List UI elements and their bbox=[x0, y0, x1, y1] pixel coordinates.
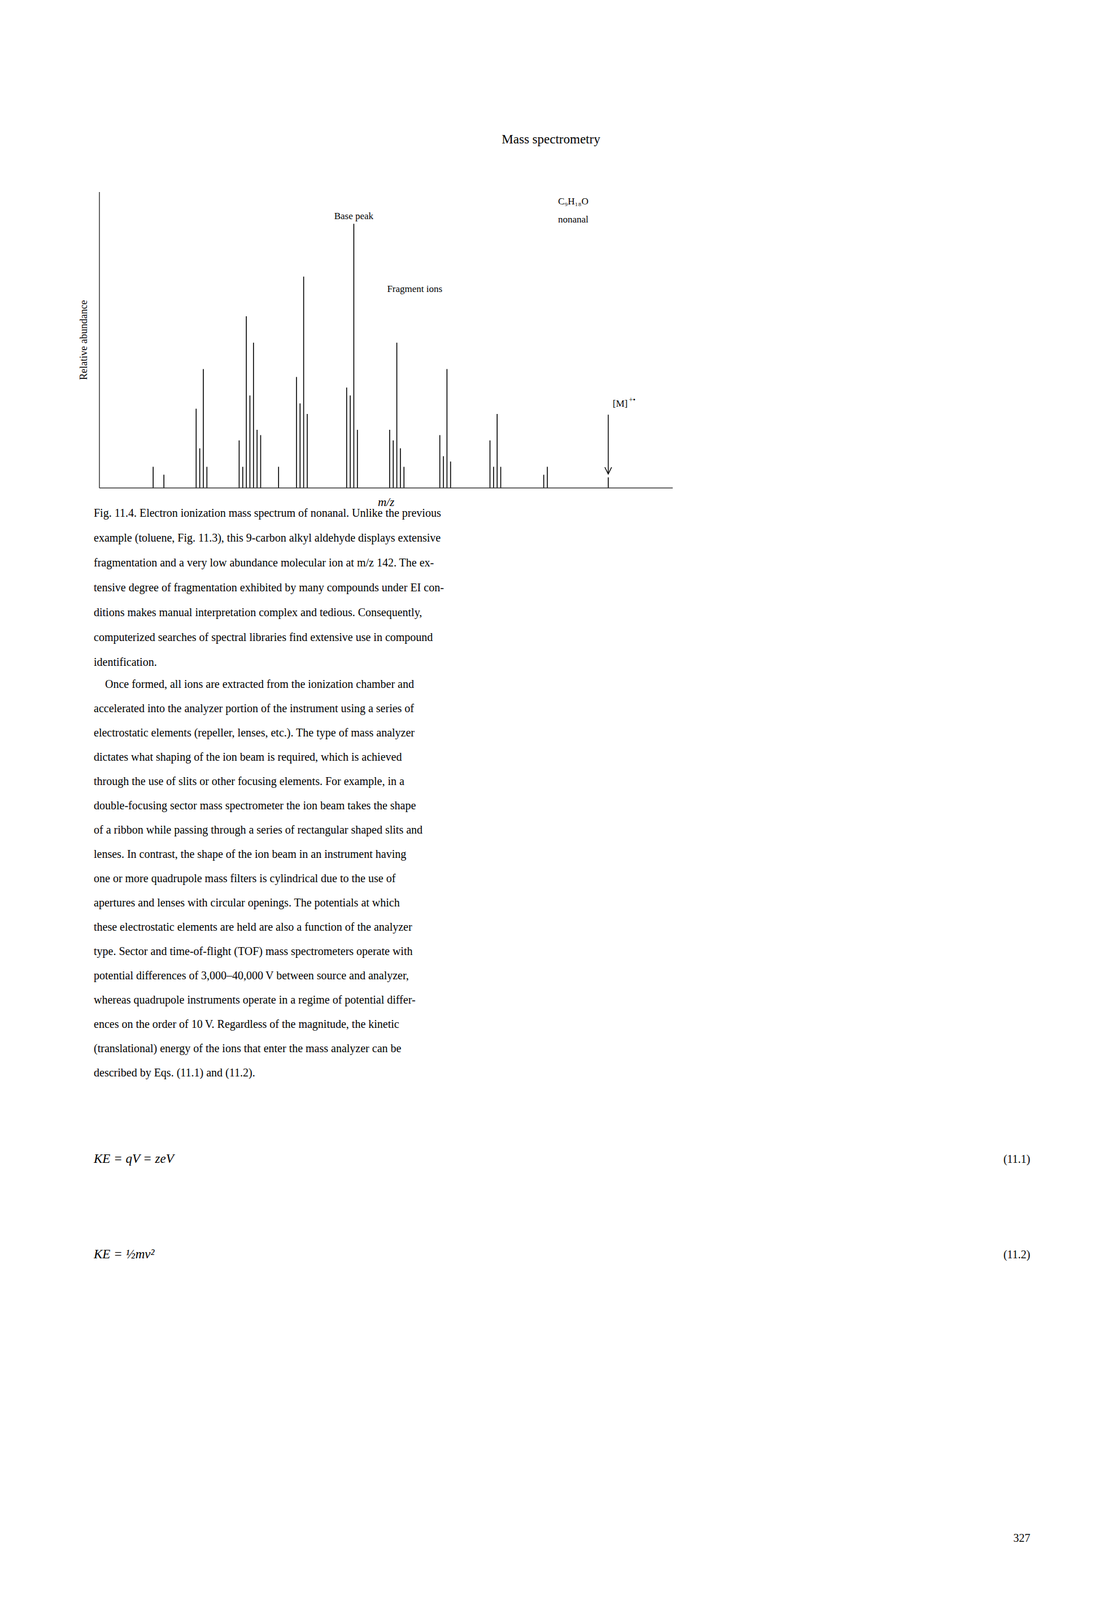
peak bbox=[399, 448, 402, 489]
peak bbox=[450, 461, 452, 489]
page: Mass spectrometrym/zRelative abundanceBa… bbox=[0, 0, 1102, 1600]
peak bbox=[396, 342, 398, 489]
page-number: 327 bbox=[1013, 1531, 1031, 1545]
peak bbox=[249, 395, 251, 489]
peak bbox=[546, 467, 548, 489]
peak bbox=[260, 434, 262, 489]
peak bbox=[489, 440, 491, 489]
body-line: apertures and lenses with circular openi… bbox=[93, 896, 400, 910]
body-line: Once formed, all ions are extracted from… bbox=[93, 677, 415, 691]
peak bbox=[245, 316, 247, 489]
body-line: these electrostatic elements are held ar… bbox=[93, 920, 413, 934]
body-line: double-focusing sector mass spectrometer… bbox=[93, 799, 416, 813]
peak bbox=[202, 368, 204, 489]
fragment-ions-label: Fragment ions bbox=[386, 283, 443, 295]
x-axis-line bbox=[99, 487, 673, 489]
compound-name: nonanal bbox=[558, 214, 589, 225]
mol-ion-arrow bbox=[607, 414, 609, 473]
peak bbox=[446, 368, 448, 489]
peak bbox=[349, 395, 351, 489]
peak bbox=[242, 467, 244, 489]
mol-ion-superscript: +• bbox=[628, 395, 636, 404]
peak bbox=[500, 467, 502, 489]
body-line: one or more quadrupole mass filters is c… bbox=[93, 872, 396, 886]
peak bbox=[238, 440, 241, 489]
peak bbox=[277, 467, 280, 489]
body-line: whereas quadrupole instruments operate i… bbox=[93, 993, 416, 1007]
peak bbox=[353, 223, 355, 489]
peak bbox=[306, 414, 308, 489]
body-line: electrostatic elements (repeller, lenses… bbox=[93, 726, 415, 740]
peak bbox=[199, 448, 201, 489]
peak bbox=[195, 408, 197, 489]
body-line: potential differences of 3,000–40,000 V … bbox=[93, 969, 409, 983]
peak bbox=[389, 429, 391, 489]
peak bbox=[403, 467, 405, 489]
peak bbox=[356, 429, 359, 489]
peak bbox=[299, 403, 301, 489]
peak bbox=[206, 467, 208, 489]
caption-line: identification. bbox=[93, 655, 158, 669]
page-background bbox=[0, 0, 1102, 1600]
body-line: accelerated into the analyzer portion of… bbox=[93, 702, 415, 716]
peak bbox=[607, 477, 609, 489]
peak bbox=[439, 434, 441, 489]
base-peak-label: Base peak bbox=[334, 210, 374, 222]
peak bbox=[295, 377, 298, 489]
caption-line: fragmentation and a very low abundance m… bbox=[93, 556, 434, 570]
body-line: of a ribbon while passing through a seri… bbox=[93, 823, 423, 837]
caption-line: tensive degree of fragmentation exhibite… bbox=[93, 581, 444, 595]
peak bbox=[253, 342, 255, 489]
body-line: through the use of slits or other focusi… bbox=[93, 774, 405, 788]
peak bbox=[303, 276, 305, 489]
y-axis-label: Relative abundance bbox=[77, 299, 90, 380]
body-line: described by Eqs. (11.1) and (11.2). bbox=[93, 1066, 256, 1080]
caption-line: computerized searches of spectral librar… bbox=[93, 630, 433, 644]
peak bbox=[392, 440, 394, 489]
body-line: (translational) energy of the ions that … bbox=[93, 1042, 402, 1056]
mol-ion-arrowhead bbox=[604, 467, 612, 474]
mol-ion-label: [M] bbox=[612, 398, 628, 409]
equation: KE = ½mv² bbox=[93, 1247, 155, 1262]
caption-line: ditions makes manual interpretation comp… bbox=[93, 606, 422, 620]
peak bbox=[442, 456, 444, 489]
peak bbox=[163, 475, 165, 489]
caption-line: example (toluene, Fig. 11.3), this 9-car… bbox=[93, 531, 441, 545]
body-line: dictates what shaping of the ion beam is… bbox=[93, 750, 402, 764]
page-title: Mass spectrometry bbox=[501, 132, 601, 147]
peak bbox=[543, 475, 545, 489]
equation-label: (11.1) bbox=[1003, 1152, 1031, 1166]
equation-label: (11.2) bbox=[1003, 1248, 1031, 1262]
peaks bbox=[153, 223, 609, 489]
compound-formula: C₉H₁₈O bbox=[558, 195, 589, 207]
equation: KE = qV = zeV bbox=[93, 1151, 176, 1166]
caption-line: Fig. 11.4. Electron ionization mass spec… bbox=[93, 506, 442, 520]
peak bbox=[496, 414, 498, 489]
body-line: ences on the order of 10 V. Regardless o… bbox=[93, 1017, 400, 1031]
body-line: type. Sector and time-of-flight (TOF) ma… bbox=[93, 944, 413, 958]
peak bbox=[346, 387, 348, 489]
spectrum: m/zRelative abundanceBase peakFragment i… bbox=[77, 192, 673, 509]
peak bbox=[152, 467, 154, 489]
y-axis-line bbox=[98, 192, 100, 489]
peak bbox=[256, 429, 258, 489]
peak bbox=[493, 467, 495, 489]
body-line: lenses. In contrast, the shape of the io… bbox=[93, 847, 407, 861]
